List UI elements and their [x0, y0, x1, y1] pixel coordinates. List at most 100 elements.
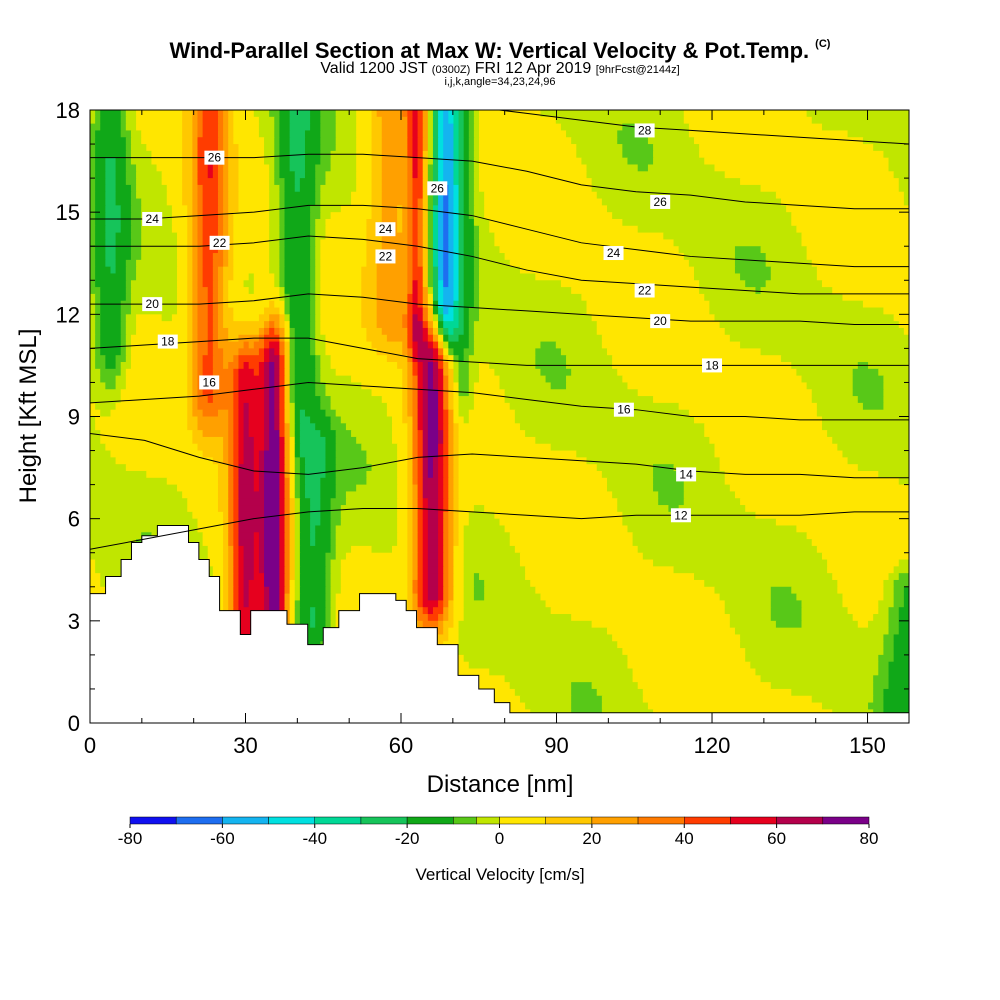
velocity-cell: [233, 253, 270, 261]
velocity-cell: [233, 212, 270, 220]
velocity-cell: [499, 375, 547, 384]
velocity-cell: [642, 123, 690, 132]
velocity-cell: [427, 110, 434, 118]
velocity-cell: [647, 137, 695, 145]
velocity-cell: [422, 110, 429, 118]
velocity-cell: [105, 253, 117, 261]
velocity-cell: [443, 130, 455, 138]
velocity-cell: [422, 116, 429, 125]
velocity-cell: [315, 266, 321, 275]
velocity-cell: [842, 293, 909, 302]
velocity-cell: [335, 436, 357, 445]
velocity-cell: [238, 627, 255, 636]
velocity-cell: [187, 327, 193, 336]
velocity-cell: [294, 327, 311, 336]
velocity-cell: [90, 212, 96, 220]
velocity-cell: [479, 150, 577, 159]
velocity-cell: [617, 368, 797, 377]
velocity-cell: [448, 253, 455, 261]
isentrope-label-bg: [375, 249, 396, 264]
velocity-cell: [233, 273, 250, 281]
velocity-cell: [289, 573, 296, 581]
velocity-cell: [95, 144, 127, 152]
velocity-cell: [125, 137, 132, 145]
velocity-cell: [310, 280, 316, 288]
velocity-cell: [207, 164, 214, 172]
velocity-cell: [345, 498, 398, 506]
velocity-cell: [427, 246, 434, 254]
velocity-cell: [453, 212, 460, 220]
velocity-cell: [115, 191, 132, 200]
velocity-cell: [473, 130, 480, 138]
velocity-cell: [279, 389, 286, 397]
velocity-cell: [90, 171, 96, 179]
velocity-cell: [315, 300, 321, 309]
velocity-cell: [443, 287, 455, 295]
velocity-cell: [458, 491, 613, 499]
velocity-cell: [202, 450, 224, 458]
velocity-cell: [381, 130, 408, 138]
velocity-cell: [284, 341, 291, 349]
velocity-cell: [893, 634, 909, 642]
velocity-cell: [412, 116, 419, 125]
velocity-cell: [351, 191, 373, 200]
x-tick-label: 150: [849, 733, 886, 758]
velocity-cell: [627, 654, 746, 663]
velocity-cell: [279, 566, 286, 574]
velocity-cell: [412, 416, 419, 424]
velocity-cell: [279, 532, 286, 540]
velocity-cell: [192, 293, 199, 302]
velocity-cell: [463, 525, 506, 533]
velocity-cell: [448, 593, 455, 601]
velocity-cell: [100, 334, 122, 343]
velocity-cell: [325, 348, 378, 356]
velocity-cell: [197, 327, 209, 336]
velocity-cell: [468, 355, 536, 363]
velocity-cell: [223, 280, 229, 288]
velocity-cell: [294, 552, 301, 561]
velocity-cell: [432, 239, 439, 247]
velocity-cell: [192, 327, 199, 336]
velocity-cell: [264, 409, 270, 418]
velocity-cell: [192, 184, 199, 193]
velocity-cell: [264, 470, 280, 479]
velocity-cell: [412, 402, 419, 411]
velocity-cell: [130, 212, 142, 220]
velocity-cell: [535, 273, 695, 281]
velocity-cell: [228, 450, 234, 458]
velocity-cell: [90, 511, 193, 520]
velocity-cell: [407, 191, 414, 200]
velocity-cell: [571, 368, 618, 377]
velocity-cell: [264, 436, 270, 445]
velocity-cell: [407, 314, 414, 322]
velocity-cell: [422, 150, 429, 159]
velocity-cell: [351, 545, 373, 554]
velocity-cell: [463, 150, 470, 159]
velocity-cell: [438, 246, 444, 254]
velocity-cell: [361, 443, 398, 452]
velocity-cell: [223, 225, 229, 234]
velocity-cell: [351, 375, 403, 384]
velocity-cell: [463, 314, 470, 322]
velocity-cell: [233, 552, 240, 561]
velocity-cell: [233, 110, 255, 118]
velocity-cell: [458, 634, 613, 642]
velocity-cell: [325, 178, 357, 186]
velocity-cell: [212, 348, 224, 356]
velocity-cell: [796, 368, 854, 377]
title-mark: (C): [815, 38, 831, 50]
velocity-cell: [90, 566, 96, 574]
velocity-cell: [105, 191, 117, 200]
velocity-cell: [105, 355, 117, 363]
velocity-cell: [883, 688, 909, 697]
velocity-cell: [448, 470, 455, 479]
velocity-cell: [688, 259, 736, 268]
velocity-cell: [289, 293, 311, 302]
velocity-cell: [550, 443, 716, 452]
velocity-cell: [473, 212, 485, 220]
velocity-cell: [330, 545, 337, 554]
velocity-cell: [238, 157, 265, 166]
velocity-cell: [264, 559, 280, 567]
velocity-cell: [453, 416, 465, 424]
velocity-cell: [479, 573, 526, 581]
